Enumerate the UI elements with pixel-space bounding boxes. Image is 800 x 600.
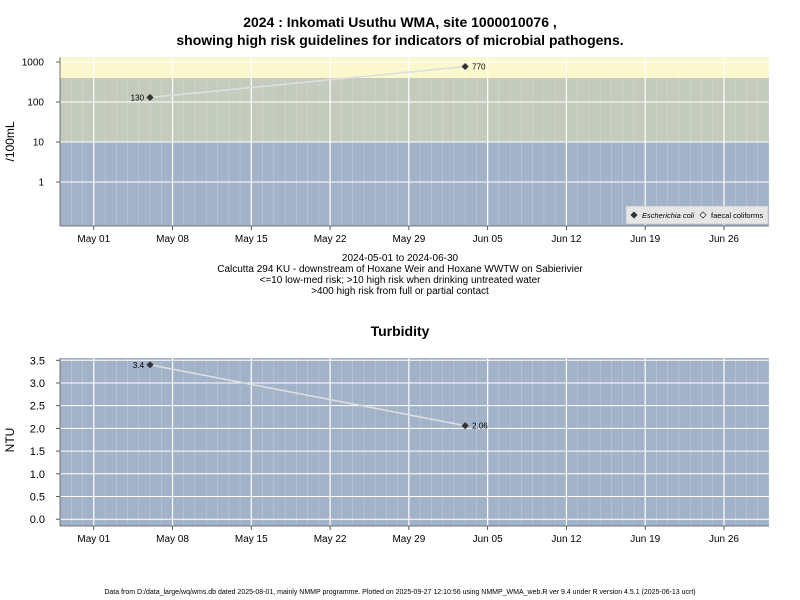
y-tick-label: 0.0 <box>30 514 45 526</box>
chart1-date-range: 2024-05-01 to 2024-06-30 <box>341 253 459 264</box>
chart1-y-axis-label: /100mL <box>3 121 17 161</box>
y-tick-label: 2.5 <box>30 401 45 413</box>
chart1-x-tick-label: Jun 05 <box>473 234 503 245</box>
legend-filled-diamond-icon <box>630 211 638 219</box>
legend-label-faecal-coliforms: faecal coliforms <box>711 211 763 220</box>
chart2-x-tick-label: Jun 19 <box>630 534 660 545</box>
chart2-x-tick-label: Jun 05 <box>473 534 503 545</box>
chart2-x-tick-label: May 01 <box>77 534 110 545</box>
chart2-y-axis-label: NTU <box>3 428 17 453</box>
chart1-title-line2: showing high risk guidelines for indicat… <box>176 32 624 48</box>
y-tick-label: 1.5 <box>30 446 45 458</box>
chart1-x-tick-label: Jun 12 <box>551 234 581 245</box>
chart1-x-tick-label: May 01 <box>77 234 110 245</box>
chart1-title-line1: 2024 : Inkomati Usuthu WMA, site 1000010… <box>243 14 557 30</box>
chart2-x-tick-label: May 15 <box>235 534 268 545</box>
y-tick-label: 100 <box>27 98 44 109</box>
chart1-x-tick-label: May 29 <box>392 234 425 245</box>
chart2-x-tick-label: Jun 26 <box>709 534 739 545</box>
chart2-x-tick-label: May 22 <box>314 534 347 545</box>
chart1-site-description: Calcutta 294 KU - downstream of Hoxane W… <box>217 264 583 275</box>
chart1-x-tick-label: May 08 <box>156 234 189 245</box>
turbidity-data-point <box>461 422 469 430</box>
turbidity-series-line <box>149 364 466 427</box>
y-tick-label: 0.5 <box>30 491 45 503</box>
footer-note: Data from D:/data_large/wq/wms.db dated … <box>104 589 696 596</box>
risk-band-contact <box>60 57 769 78</box>
legend-label-ecoli: Escherichia coli <box>642 211 694 220</box>
chart1-x-tick-label: May 15 <box>235 234 268 245</box>
ecoli-data-point <box>146 93 154 102</box>
ecoli-data-point <box>461 62 469 71</box>
ecoli-chart: 1000 100 10 1 May 01 May 08 May 15 May 22 May 29… <box>3 57 770 245</box>
chart2-x-tick-label: May 29 <box>392 534 425 545</box>
chart1-x-tick-label: May 22 <box>314 234 347 245</box>
chart1-x-tick-label: Jun 26 <box>709 234 739 245</box>
risk-band-drinking <box>60 77 769 142</box>
chart2-x-tick-label: Jun 12 <box>551 534 581 545</box>
turbidity-data-label: 2.06 <box>472 422 488 431</box>
y-tick-label: 1000 <box>22 58 45 69</box>
ecoli-data-label: 130 <box>131 93 145 102</box>
legend-box <box>625 205 769 225</box>
chart1-x-tick-label: Jun 19 <box>630 234 660 245</box>
y-tick-label: 10 <box>33 138 45 149</box>
turbidity-plot-background <box>60 358 769 526</box>
chart1-risk-note-contact: >400 high risk from full or partial cont… <box>311 286 489 297</box>
ecoli-series-line <box>149 65 466 99</box>
chart2-title: Turbidity <box>370 323 430 339</box>
y-tick-label: 1.0 <box>30 469 45 481</box>
y-tick-label: 3.0 <box>30 378 45 390</box>
turbidity-data-label: 3.4 <box>133 361 145 370</box>
legend-open-diamond-icon <box>699 211 707 219</box>
ecoli-data-label: 770 <box>472 63 486 72</box>
chart2-x-tick-label: May 08 <box>156 534 189 545</box>
y-tick-label: 1 <box>38 178 44 189</box>
turbidity-chart: 3.5 3.0 2.5 2.0 1.5 1.0 0.5 0.0 May 01 May 08 May … <box>3 355 770 545</box>
chart1-legend: Escherichia coli faecal coliforms <box>625 205 769 225</box>
y-tick-label: 3.5 <box>30 355 45 367</box>
y-tick-label: 2.0 <box>30 423 45 435</box>
turbidity-data-point <box>146 361 154 369</box>
chart1-risk-note-drinking: <=10 low-med risk; >10 high risk when dr… <box>259 275 541 286</box>
